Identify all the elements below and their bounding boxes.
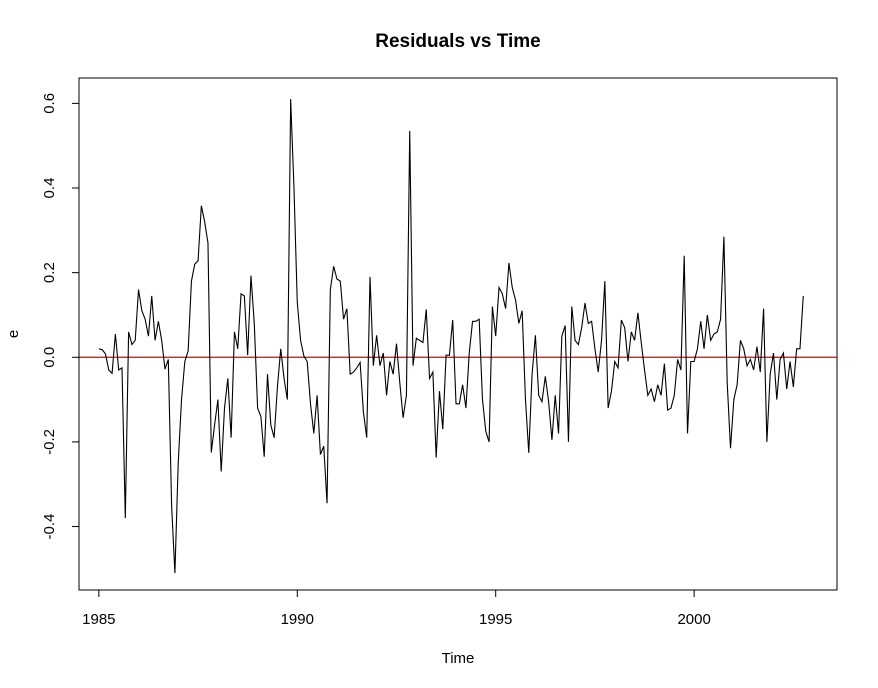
x-tick-label: 1995	[479, 611, 512, 628]
y-tick-label: 0.2	[41, 262, 58, 283]
x-tick-label: 1990	[281, 611, 314, 628]
residual-series-line-0	[98, 99, 804, 574]
y-tick-label: 0.0	[41, 347, 58, 368]
y-tick-label: 0.6	[41, 93, 58, 114]
x-axis-label: Time	[442, 650, 475, 667]
plot-frame	[78, 77, 838, 591]
x-tick-label: 2000	[677, 611, 710, 628]
y-tick-label: -0.2	[41, 429, 58, 455]
y-tick-label: 0.4	[41, 178, 58, 199]
y-tick-label: -0.4	[41, 514, 58, 540]
chart-title: Residuals vs Time	[375, 31, 540, 52]
x-tick-label: 1985	[82, 611, 115, 628]
y-axis-label: e	[5, 330, 22, 338]
